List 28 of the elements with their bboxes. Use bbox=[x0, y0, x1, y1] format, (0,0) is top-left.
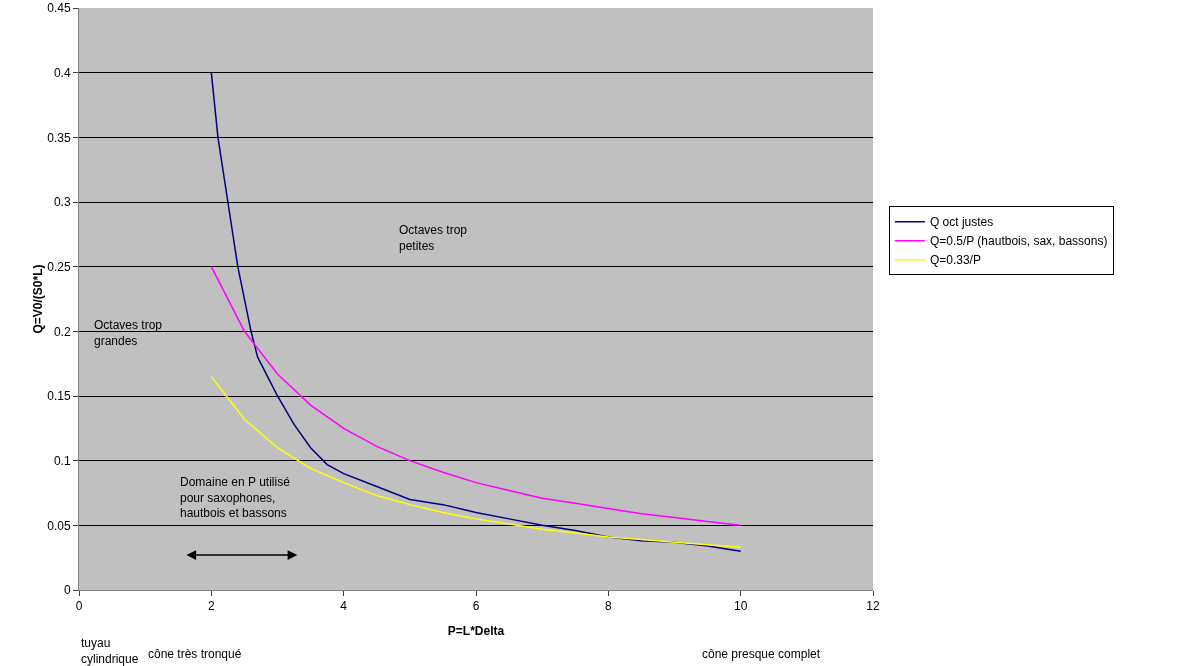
x-tick-label: 12 bbox=[866, 599, 880, 614]
y-tick-label: 0.45 bbox=[47, 1, 71, 16]
x-axis-title: P=L*Delta bbox=[447, 624, 505, 639]
y-tick-label: 0.3 bbox=[53, 195, 71, 210]
y-axis-title: Q=V0/(S0*L) bbox=[31, 264, 46, 334]
x-tick-label: 10 bbox=[733, 599, 748, 614]
legend-label: Q=0.5/P (hautbois, sax, bassons) bbox=[929, 234, 1108, 249]
annotation: Domaine en P utilisé pour saxophones, hautbois et bassons bbox=[180, 475, 291, 521]
text: tuyau cylindrique bbox=[81, 636, 139, 666]
text: cône presque complet bbox=[702, 647, 821, 661]
y-tick-label: 0 bbox=[63, 583, 71, 598]
x-tick-label: 2 bbox=[207, 599, 215, 614]
annotation: Octaves trop petites bbox=[399, 223, 468, 253]
y-tick-label: 0.2 bbox=[53, 324, 71, 339]
y-tick-label: 0.15 bbox=[47, 389, 71, 404]
x-tick-label: 8 bbox=[604, 599, 612, 614]
legend-label: Q oct justes bbox=[929, 215, 994, 230]
legend-label: Q=0.33/P bbox=[929, 253, 981, 268]
x-tick-label: 0 bbox=[75, 599, 83, 614]
y-tick-label: 0.25 bbox=[47, 259, 71, 274]
x-tick-label: 4 bbox=[340, 599, 348, 614]
annotation: Octaves trop grandes bbox=[94, 318, 163, 348]
y-tick-label: 0.1 bbox=[53, 453, 71, 468]
text: cône très tronqué bbox=[148, 647, 242, 661]
y-tick-label: 0.35 bbox=[47, 130, 71, 145]
y-tick-label: 0.4 bbox=[53, 65, 71, 80]
x-tick-label: 6 bbox=[472, 599, 480, 614]
y-tick-label: 0.05 bbox=[47, 518, 71, 533]
